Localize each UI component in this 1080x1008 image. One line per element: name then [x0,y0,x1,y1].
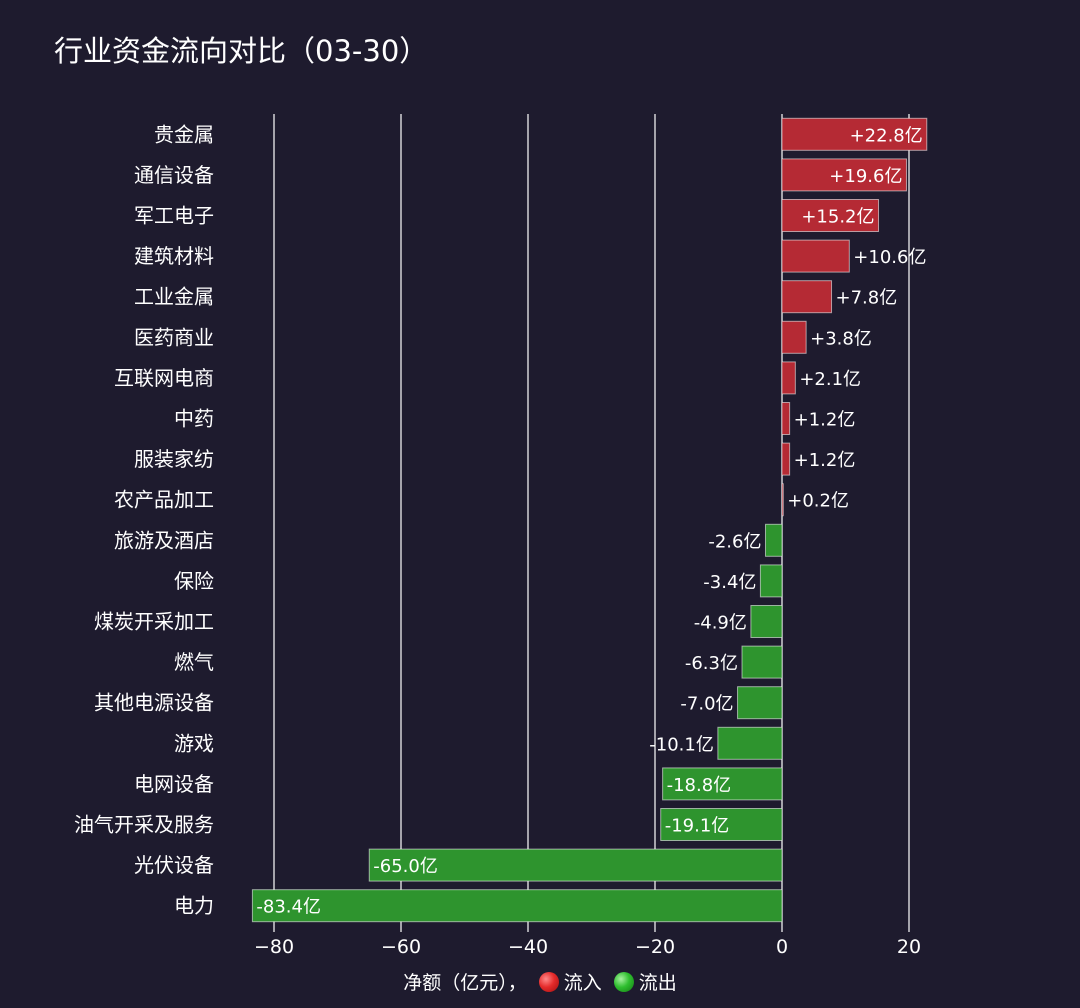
value-label: -6.3亿 [685,653,738,674]
value-label: +3.8亿 [810,328,872,349]
x-tick-label: −40 [508,936,548,958]
outflow-legend-marker [613,971,634,992]
value-label: -18.8亿 [667,775,732,796]
value-label: +19.6亿 [829,166,902,187]
bar [764,523,783,557]
category-label: 油气开采及服务 [74,813,214,837]
x-tick-label: 20 [897,936,921,958]
x-axis-label: 净额（亿元）， [403,972,527,994]
value-label: +0.2亿 [787,491,849,512]
category-label: 中药 [174,407,214,431]
bar [781,361,796,395]
value-label: +10.6亿 [853,247,926,268]
bar [741,645,783,679]
bar [781,442,791,476]
bar [717,726,783,760]
x-tick-label: −80 [254,936,294,958]
value-label: +22.8亿 [850,125,923,146]
x-tick-label: −60 [381,936,421,958]
value-label: -2.6亿 [708,531,761,552]
category-label: 其他电源设备 [94,691,214,715]
value-label: +1.2亿 [794,410,856,431]
value-label: -83.4亿 [256,897,321,918]
legend: 净额（亿元）， 流入 流出 [0,968,1080,995]
bar [781,320,807,354]
category-label: 煤炭开采加工 [94,610,214,634]
category-label: 旅游及酒店 [114,528,214,552]
bar [750,605,783,638]
value-label: +2.1亿 [799,369,861,390]
bar [737,686,783,720]
category-label: 电网设备 [134,772,214,796]
category-label: 游戏 [174,731,214,755]
value-label: -7.0亿 [680,694,733,715]
category-label: 保险 [174,569,214,593]
x-tick-label: 0 [776,936,788,958]
category-label: 建筑材料 [134,244,214,268]
bar [781,402,791,435]
bar [759,564,783,598]
category-label: 医药商业 [134,325,214,349]
value-label: -65.0亿 [373,856,438,877]
bar [660,808,783,841]
value-label: +15.2亿 [801,207,874,228]
data-labels: +22.8亿 +19.6亿 +15.2亿 +10.6亿 +7.8亿 +3.8亿 +2.1亿 +… [256,125,926,917]
value-label: -10.1亿 [649,734,714,755]
category-label: 通信设备 [134,163,214,187]
outflow-legend-label: 流出 [638,972,677,994]
value-label: +1.2亿 [794,450,856,471]
bars [251,117,928,923]
y-axis-labels: 贵金属通信设备军工电子建筑材料工业金属医药商业互联网电商中药服装家纺农产品加工旅… [74,122,214,917]
x-tick-label: −20 [635,936,675,958]
grid-lines [273,114,910,926]
category-label: 燃气 [174,650,214,674]
category-label: 贵金属 [154,122,214,146]
bar [781,239,850,273]
inflow-legend-marker [538,971,559,992]
bar [781,483,784,517]
bar [781,117,928,151]
value-label: -19.1亿 [665,816,730,837]
category-label: 军工电子 [134,204,214,228]
value-label: -3.4亿 [703,572,756,593]
category-label: 服装家纺 [134,447,214,471]
category-label: 农产品加工 [114,488,214,512]
inflow-legend-label: 流入 [563,972,602,994]
bar [662,767,783,801]
bar [251,889,783,923]
category-label: 工业金属 [134,285,214,309]
bar [781,158,907,192]
bar [781,280,833,314]
chart-title: 行业资金流向对比（03-30） [54,34,429,68]
x-axis-ticks: −80 −60 −40 −20 0 20 [254,926,921,958]
value-label: -4.9亿 [694,613,747,634]
bar [368,848,783,882]
category-label: 电力 [174,894,214,918]
category-label: 互联网电商 [114,366,214,390]
bar [781,199,880,232]
category-label: 光伏设备 [134,853,214,877]
value-label: +7.8亿 [836,288,898,309]
